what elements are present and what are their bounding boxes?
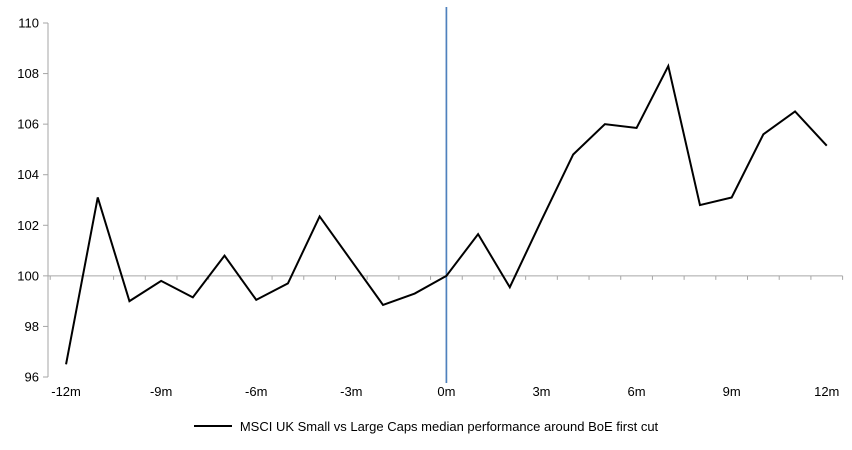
x-axis-tick-label: -12m xyxy=(51,384,81,399)
x-axis-tick-label: 9m xyxy=(723,384,741,399)
x-axis-tick-label: -9m xyxy=(150,384,172,399)
legend-line-swatch xyxy=(193,425,232,427)
x-axis-tick-label: -3m xyxy=(340,384,362,399)
y-axis-tick-label: 110 xyxy=(18,16,39,31)
y-axis-tick-label: 104 xyxy=(17,167,39,182)
y-axis-tick-label: 96 xyxy=(25,370,39,385)
x-axis-tick-label: 0m xyxy=(437,384,455,399)
x-axis-tick-label: 6m xyxy=(628,384,646,399)
legend: MSCI UK Small vs Large Caps median perfo… xyxy=(0,414,852,438)
x-axis-tick-label: 12m xyxy=(814,384,839,399)
y-axis-tick-label: 102 xyxy=(17,218,39,233)
y-axis-tick-label: 98 xyxy=(25,319,39,334)
y-axis-tick-label: 100 xyxy=(17,268,39,283)
y-axis-tick-label: 108 xyxy=(17,66,39,81)
y-axis-tick-label: 106 xyxy=(17,117,39,132)
legend-label: MSCI UK Small vs Large Caps median perfo… xyxy=(239,418,659,434)
series-line xyxy=(65,63,828,365)
x-axis-tick-label: 3m xyxy=(532,384,550,399)
x-axis-tick-label: -6m xyxy=(245,384,267,399)
